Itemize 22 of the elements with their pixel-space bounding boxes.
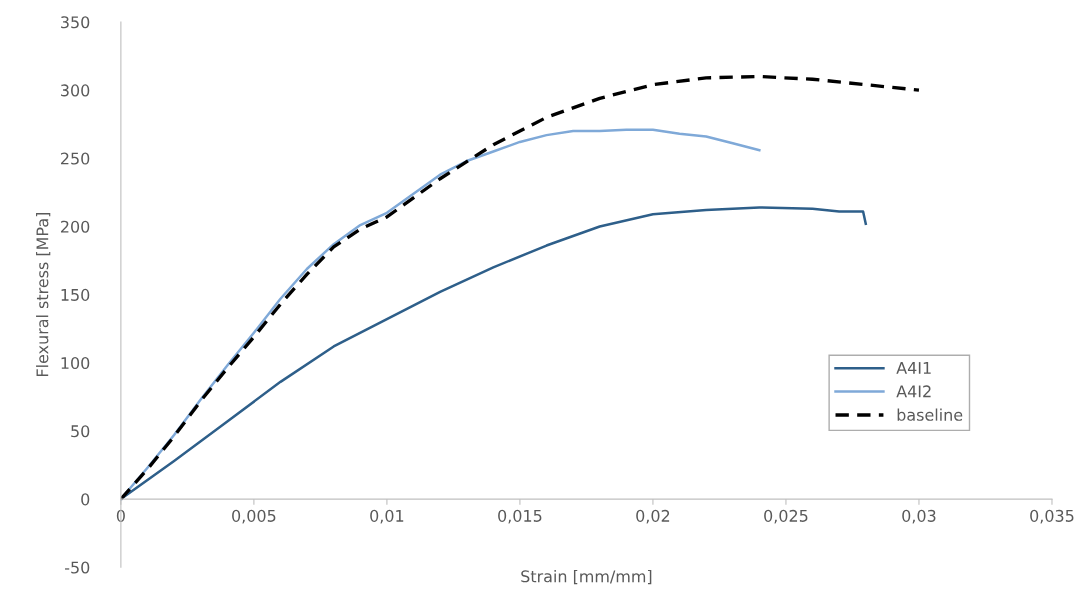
legend-label: A4I2 xyxy=(896,385,931,398)
y-tick-label: 250 xyxy=(61,152,90,165)
x-axis-title: Strain [mm/mm] xyxy=(521,570,652,585)
x-tick-label: 0,005 xyxy=(232,509,276,524)
y-axis-title: Flexural stress [MPa] xyxy=(36,213,51,376)
y-tick-label: 0 xyxy=(81,493,90,506)
y-tick-label: 300 xyxy=(61,84,90,97)
y-tick-label: 50 xyxy=(71,425,90,438)
x-tick-label: 0,035 xyxy=(1030,509,1074,524)
x-tick-label: 0,01 xyxy=(370,509,404,524)
y-tick-label: 150 xyxy=(61,288,90,301)
legend-label: A4I1 xyxy=(896,362,931,374)
y-tick-label: 100 xyxy=(61,357,90,370)
x-tick-label: 0,03 xyxy=(902,509,936,524)
y-tick-label: 200 xyxy=(61,220,90,233)
y-tick-label: 350 xyxy=(61,16,90,29)
y-tick-label: -50 xyxy=(65,561,90,574)
x-tick-label: 0,015 xyxy=(498,509,542,524)
x-tick-label: 0,025 xyxy=(764,509,808,524)
legend-label: baseline xyxy=(897,408,963,421)
x-tick-label: 0 xyxy=(116,509,125,522)
x-tick-label: 0,02 xyxy=(636,509,670,524)
